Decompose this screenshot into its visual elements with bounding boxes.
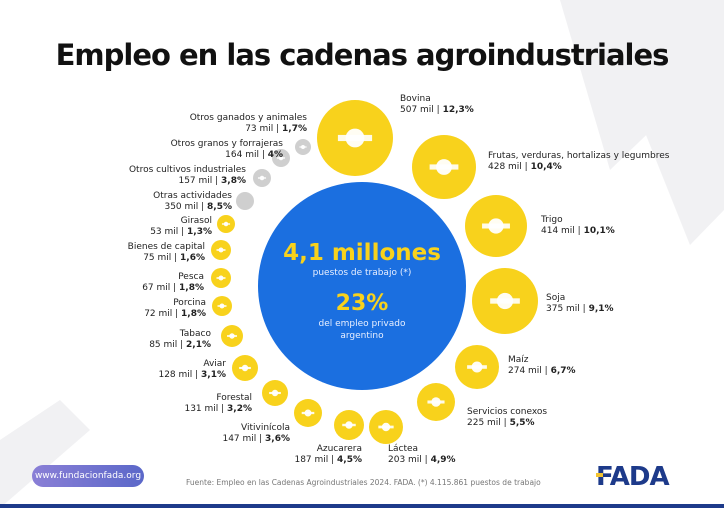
label-name-maiz: Maíz <box>508 355 529 365</box>
website-link[interactable]: www.fundacionfada.org <box>32 465 144 487</box>
label-name-otros-ganados-y-animales: Otros ganados y animales <box>190 113 308 123</box>
label-value-forestal: 131 mil | 3,2% <box>184 404 252 414</box>
grape-icon <box>301 409 315 417</box>
people-icon <box>427 397 445 407</box>
total-jobs-value: 4,1 millones <box>283 240 441 266</box>
label-value-frutas-verduras-hortalizas-y-legumbres: 428 mil | 10,4% <box>488 162 562 172</box>
label-name-aviar: Aviar <box>203 359 226 369</box>
bubble-otras-actividades <box>236 192 254 210</box>
soybean-icon <box>490 292 520 310</box>
wheat-icon <box>482 218 510 234</box>
fish-icon <box>216 275 226 281</box>
page-title: Empleo en las cadenas agroindustriales <box>55 38 670 72</box>
label-value-bienes-de-capital: 75 mil | 1,6% <box>143 253 205 263</box>
label-name-girasol: Girasol <box>181 216 212 226</box>
total-jobs-caption: puestos de trabajo (*) <box>313 268 412 278</box>
fada-logo: FADA <box>596 462 670 492</box>
sunflower-icon <box>221 221 231 227</box>
share-value: 23% <box>336 291 389 316</box>
label-name-servicios-conexos: Servicios conexos <box>467 407 547 417</box>
sheep-icon <box>299 145 307 149</box>
chicken-icon <box>239 364 251 372</box>
share-caption-1: del empleo privado <box>318 319 406 329</box>
label-value-otros-ganados-y-animales: 73 mil | 1,7% <box>245 124 307 134</box>
pig-icon <box>217 303 227 309</box>
source-note: Fuente: Empleo en las Cadenas Agroindust… <box>186 478 541 487</box>
label-name-lactea: Láctea <box>388 444 418 454</box>
corn-icon <box>467 361 487 373</box>
label-name-tabaco: Tabaco <box>179 329 212 339</box>
label-value-trigo: 414 mil | 10,1% <box>541 226 615 236</box>
center-circle <box>258 182 466 390</box>
tree-icon <box>269 389 281 397</box>
bottom-bar <box>0 504 724 508</box>
label-value-soja: 375 mil | 9,1% <box>546 304 614 314</box>
label-name-otras-actividades: Otras actividades <box>153 191 232 201</box>
label-value-vitivinicola: 147 mil | 3,6% <box>222 434 290 444</box>
cow-icon <box>337 128 373 148</box>
label-name-trigo: Trigo <box>540 215 563 225</box>
label-name-otros-granos-y-forrajeras: Otros granos y forrajeras <box>171 139 284 149</box>
label-value-azucarera: 187 mil | 4,5% <box>294 455 362 465</box>
fruit-vegetable-icon <box>429 159 459 175</box>
label-name-pesca: Pesca <box>178 272 204 282</box>
label-name-bienes-de-capital: Bienes de capital <box>128 242 205 252</box>
plant-icon <box>257 175 267 181</box>
label-value-maiz: 274 mil | 6,7% <box>508 366 576 376</box>
label-value-otras-actividades: 350 mil | 8,5% <box>164 202 232 212</box>
label-value-pesca: 67 mil | 1,8% <box>142 283 204 293</box>
label-name-otros-cultivos-industriales: Otros cultivos industriales <box>129 165 246 175</box>
label-value-bovina: 507 mil | 12,3% <box>400 105 474 115</box>
label-value-otros-cultivos-industriales: 157 mil | 3,8% <box>178 176 246 186</box>
label-name-vitivinicola: Vitivinícola <box>241 423 290 433</box>
label-value-otros-granos-y-forrajeras: 164 mil | 4% <box>225 150 283 160</box>
label-value-servicios-conexos: 225 mil | 5,5% <box>467 418 535 428</box>
sugarcane-icon <box>342 421 356 429</box>
gear-icon <box>216 247 226 253</box>
label-value-aviar: 128 mil | 3,1% <box>158 370 226 380</box>
label-value-lactea: 203 mil | 4,9% <box>388 455 456 465</box>
label-name-frutas-verduras-hortalizas-y-legumbres: Frutas, verduras, hortalizas y legumbres <box>488 151 670 161</box>
label-name-forestal: Forestal <box>216 393 252 403</box>
label-value-girasol: 53 mil | 1,3% <box>150 227 212 237</box>
label-name-soja: Soja <box>546 293 565 303</box>
milk-icon <box>378 422 394 432</box>
label-value-tabaco: 85 mil | 2,1% <box>149 340 211 350</box>
label-name-porcina: Porcina <box>173 298 206 308</box>
share-caption-2: argentino <box>340 331 384 341</box>
grain-icon <box>276 155 286 161</box>
label-name-bovina: Bovina <box>400 94 431 104</box>
tobacco-leaf-icon <box>227 333 237 339</box>
label-value-porcina: 72 mil | 1,8% <box>144 309 206 319</box>
label-name-azucarera: Azucarera <box>317 444 362 454</box>
